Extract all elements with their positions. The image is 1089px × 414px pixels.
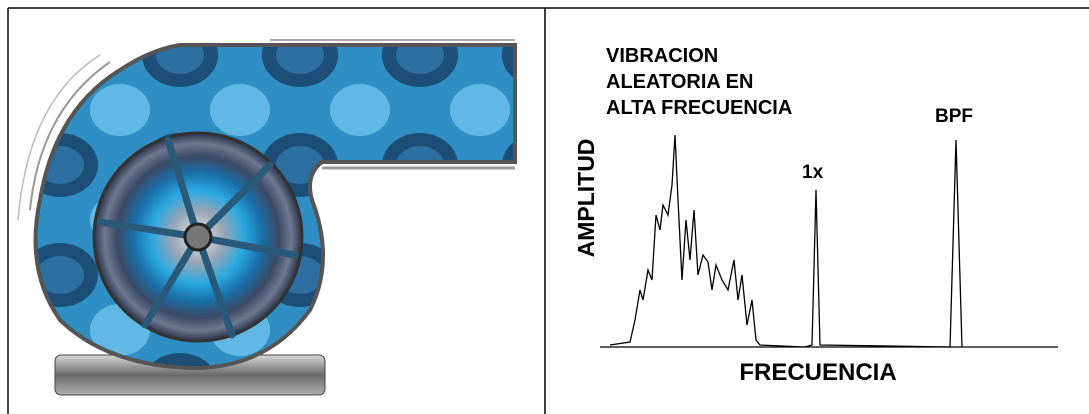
y-axis-label: AMPLITUD (573, 139, 599, 258)
frame (7, 7, 1089, 414)
annotation-line: ALTA FRECUENCIA (606, 97, 792, 119)
peak-label: 1x (802, 162, 824, 183)
spectrum: VIBRACION ALEATORIA EN ALTA FRECUENCIA B… (573, 45, 1058, 386)
peak-label: BPF (935, 106, 973, 127)
annotation-line: VIBRACION (606, 45, 718, 67)
x-axis-label: FRECUENCIA (739, 359, 896, 386)
annotation-line: ALEATORIA EN (606, 71, 753, 93)
spectrum-trace (609, 134, 963, 348)
fan-illustration (17, 39, 517, 396)
